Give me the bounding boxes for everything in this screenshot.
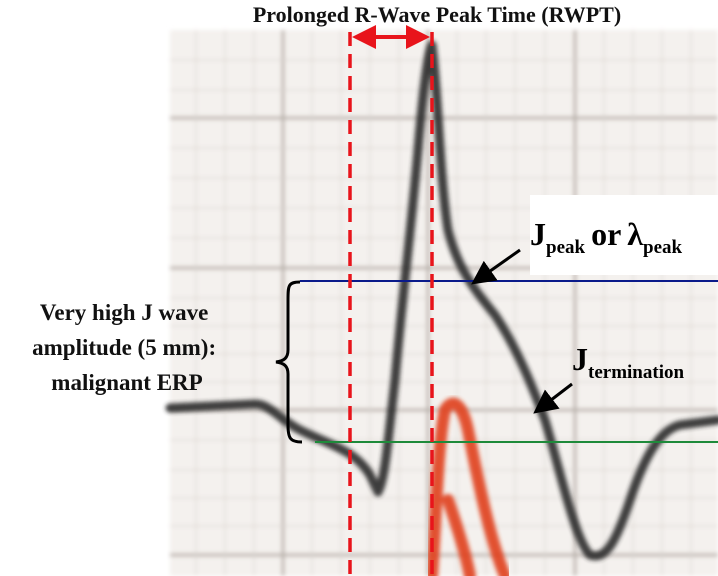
label-backdrop bbox=[530, 195, 718, 275]
label-sub: peak bbox=[546, 237, 586, 258]
label-connector: or bbox=[591, 216, 621, 252]
label-lambda: λ bbox=[627, 216, 643, 252]
amplitude-note: Very high J wave amplitude (5 mm): malig… bbox=[32, 300, 222, 395]
note-line: malignant ERP bbox=[51, 370, 202, 395]
title: Prolonged R-Wave Peak Time (RWPT) bbox=[253, 2, 621, 27]
note-line: Very high J wave bbox=[40, 300, 208, 325]
label-sub: termination bbox=[588, 362, 684, 383]
note-line: amplitude (5 mm): bbox=[32, 335, 216, 360]
label-sub: peak bbox=[643, 237, 683, 258]
label-main: J bbox=[530, 216, 546, 252]
label-main: J bbox=[572, 341, 588, 377]
diagram: Prolonged R-Wave Peak Time (RWPT) Jpeako… bbox=[0, 0, 718, 576]
